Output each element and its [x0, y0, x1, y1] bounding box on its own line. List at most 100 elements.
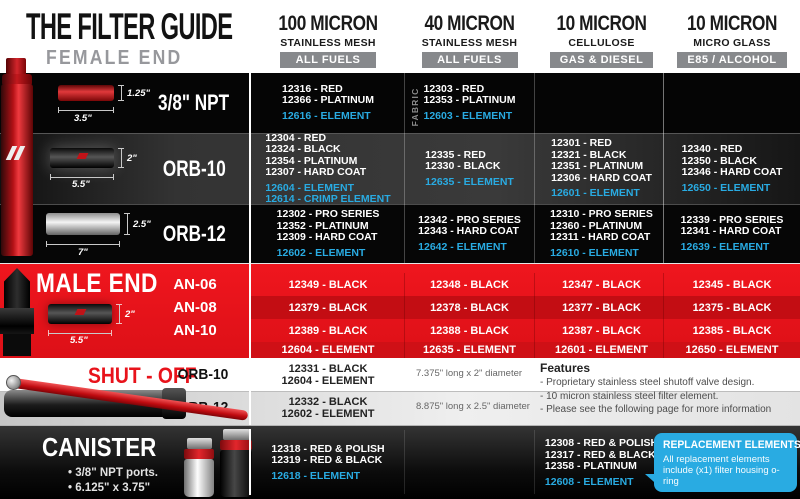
canister-section: CANISTER • 3/8" NPT ports. • 6.125" x 3.7… — [0, 425, 800, 499]
part-number: 12316 - RED — [282, 82, 343, 95]
part-number: - 10 micron stainless steel filter eleme… — [540, 390, 719, 402]
dimension-line — [118, 85, 124, 101]
callout-body: All replacement elements include (x1) fi… — [663, 454, 780, 487]
callout-title: REPLACEMENT ELEMENTS — [663, 439, 800, 451]
female-end-subtitle: FEMALE END — [46, 47, 183, 69]
filter-capsule — [48, 304, 112, 324]
column-divider — [663, 73, 664, 263]
filter-cell: 12301 - RED 12321 - BLACK 12351 - PLATINUM… — [536, 134, 667, 204]
canister-black-photo — [220, 450, 252, 497]
fuel-badge: ALL FUELS — [421, 52, 518, 68]
part-number: 12301 - RED — [551, 137, 612, 150]
an-fitting-photo — [3, 334, 31, 356]
element-part-number: 12601 - ELEMENT — [555, 344, 648, 356]
filter-cell: 12340 - RED 12350 - BLACK 12346 - HARD COA… — [664, 134, 800, 204]
part-number: 12309 - HARD COAT — [276, 231, 378, 243]
media-type: STAINLESS MESH — [421, 37, 518, 49]
canister-bracket — [187, 438, 212, 449]
element-part-number: 12616 - ELEMENT — [282, 109, 371, 122]
fuel-badge: E85 / ALCOHOL — [677, 52, 787, 68]
filter-cell: 12339 - PRO SERIES 12341 - HARD COAT 1263… — [664, 205, 800, 263]
element-part-number: 12603 - ELEMENT — [423, 109, 513, 122]
part-number: 12341 - HARD COAT — [680, 225, 782, 238]
part-number: 12377 - BLACK — [562, 301, 641, 314]
part-number: 12388 - BLACK — [430, 324, 509, 337]
part-number: 12351 - PLATINUM — [551, 160, 644, 173]
orb10-filter-photo: 2" 5.5" — [50, 148, 140, 192]
row-label-npt: 3/8" NPT — [158, 90, 230, 115]
part-number: 12387 - BLACK — [562, 324, 641, 337]
filter-cell: 12303 - RED 12353 - PLATINUM 12603 - ELEM… — [406, 73, 533, 133]
dimension-label: 2" — [125, 309, 135, 320]
element-part-number: 12602 - ELEMENT — [281, 408, 375, 420]
part-number: 12350 - BLACK — [681, 154, 757, 167]
dimension-line — [58, 107, 114, 113]
element-part-number: 12610 - ELEMENT — [550, 246, 639, 259]
table-row-npt: 1.25" 3.5" 3/8" NPT FABRIC 12316 - RED 12… — [0, 73, 800, 133]
part-number: 12340 - RED — [681, 143, 743, 155]
part-number: - Please see the following page for more… — [540, 404, 772, 415]
filter-cell: 12310 - PRO SERIES 12360 - PLATINUM 12311 … — [536, 205, 667, 263]
part-number: 12319 - RED & BLACK — [271, 454, 383, 467]
callout-tail — [645, 474, 662, 489]
element-part-number: 12608 - ELEMENT — [544, 475, 634, 488]
dimension-line — [118, 148, 124, 168]
canister-polish-photo — [184, 459, 214, 497]
filter-cell: 12318 - RED & POLISH 12319 - RED & BLACK … — [253, 426, 403, 499]
part-number: 12303 - RED — [423, 82, 485, 95]
orb12-filter-photo: 2.5" 7" — [46, 213, 151, 259]
part-number: 12385 - BLACK — [692, 324, 772, 337]
part-number: 12346 - HARD COAT — [681, 166, 783, 178]
filter-cell: 12342 - PRO SERIES 12343 - HARD COAT 1264… — [406, 205, 533, 263]
replacement-elements-callout: REPLACEMENT ELEMENTS All replacement ele… — [645, 433, 800, 492]
canister-bracket — [223, 429, 250, 440]
canister-specs: • 3/8" NPT ports. • 6.125" x 3.75" — [68, 466, 158, 496]
part-number: 12331 - BLACK — [288, 362, 368, 375]
part-number: 12366 - PLATINUM — [282, 94, 374, 107]
filter-cell: 12304 - RED 12324 - BLACK 12354 - PLATINUM… — [253, 131, 403, 205]
size-note: 8.875" long x 2.5" diameter — [416, 401, 530, 412]
part-number: - Proprietary stainless steel shutoff va… — [540, 377, 755, 388]
features-block: Features - Proprietary stainless steel s… — [540, 361, 796, 417]
element-part-number: 12604 - ELEMENT — [281, 344, 375, 356]
female-end-section: 1.25" 3.5" 3/8" NPT FABRIC 12316 - RED 12… — [0, 73, 800, 263]
element-part-number: 12614 - CRIMP ELEMENT — [265, 193, 391, 205]
part-number: 12330 - BLACK — [425, 160, 501, 173]
part-number: 12389 - BLACK — [288, 324, 368, 337]
element-part-number: 12650 - ELEMENT — [685, 344, 779, 356]
row-label-orb12: ORB-12 — [162, 221, 226, 246]
fuel-badge: ALL FUELS — [280, 52, 376, 68]
part-number: 12360 - PLATINUM — [550, 219, 643, 232]
an-fitting-photo — [0, 308, 34, 334]
micron-rating: 40 MICRON — [424, 12, 515, 35]
element-part-number: 12650 - ELEMENT — [681, 181, 771, 194]
label-data-divider — [249, 73, 251, 425]
dimension-label: 2" — [127, 153, 137, 164]
male-end-section: MALE END 2" 5.5" AN-06 AN-08 AN-10 12349… — [0, 263, 800, 358]
part-number: 12318 - RED & POLISH — [271, 442, 385, 455]
column-header-100-micron: 100 MICRON STAINLESS MESH ALL FUELS — [253, 12, 403, 68]
element-part-number: 12618 - ELEMENT — [271, 469, 361, 482]
logo-mark — [74, 309, 87, 315]
dimension-line — [50, 174, 114, 180]
part-number: 12342 - PRO SERIES — [418, 213, 521, 226]
fuel-badge: GAS & DIESEL — [549, 52, 654, 68]
dimension-line — [116, 304, 122, 324]
filter-capsule — [46, 213, 120, 235]
part-number: 12332 - BLACK — [288, 396, 368, 408]
part-number: 12347 - BLACK — [562, 278, 641, 291]
shut-off-title: SHUT - OFF — [88, 363, 197, 388]
part-number: 12345 - BLACK — [692, 278, 772, 291]
page-title: THE FILTER GUIDE — [26, 6, 233, 47]
dimension-line — [124, 213, 130, 235]
part-number: 12304 - RED — [265, 131, 327, 144]
table-row-an10: 12389 - BLACK 12388 - BLACK 12387 - BLAC… — [250, 319, 800, 342]
npt-filter-photo: 1.25" 3.5" — [58, 85, 150, 127]
table-row-an08: 12379 - BLACK 12378 - BLACK 12377 - BLAC… — [250, 296, 800, 319]
table-row-orb12: 2.5" 7" ORB-12 12302 - PRO SERIES 12352 -… — [0, 204, 800, 263]
dimension-label: 2.5" — [133, 219, 151, 230]
element-part-number: 12604 - ELEMENT — [265, 181, 355, 194]
male-end-title: MALE END — [36, 268, 158, 298]
part-number: 12348 - BLACK — [430, 278, 509, 291]
filter-cell: 12308 - RED & POLISH 12317 - RED & BLACK 1… — [536, 426, 667, 499]
